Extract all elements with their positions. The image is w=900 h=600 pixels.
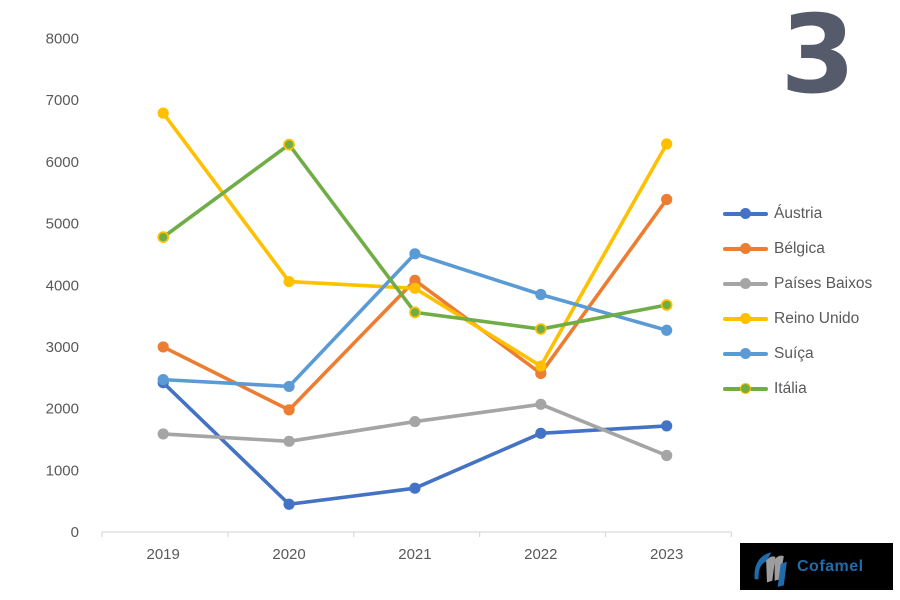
- x-tick-label: 2020: [272, 546, 305, 563]
- y-tick-label: 8000: [46, 31, 79, 48]
- cofamel-logo: Cofamel: [740, 543, 893, 590]
- y-tick-label: 3000: [46, 339, 79, 356]
- x-tick-label: 2019: [147, 546, 180, 563]
- legend-label: Itália: [774, 379, 807, 397]
- data-point-suica: [283, 380, 295, 393]
- data-point-belgica: [157, 341, 169, 353]
- y-tick-label: 5000: [46, 216, 79, 233]
- legend-label: Reino Unido: [774, 309, 860, 327]
- y-tick-label: 6000: [46, 154, 79, 171]
- data-point-reino-unido: [535, 360, 547, 372]
- data-point-austria: [283, 498, 295, 510]
- data-point-belgica: [661, 193, 673, 206]
- series-line-reino-unido: [161, 111, 669, 368]
- legend-item-suica: Suíça: [723, 336, 872, 371]
- series-line-belgica: [161, 197, 669, 412]
- x-tick-label: 2021: [398, 546, 431, 563]
- logo-text: Cofamel: [797, 557, 864, 575]
- y-tick-label: 2000: [46, 401, 79, 418]
- legend-item-reino-unido: Reino Unido: [723, 301, 872, 336]
- slide-number: 3: [780, 0, 856, 118]
- legend-item-paises-baixos: Países Baixos: [723, 266, 872, 301]
- x-tick-label: 2023: [650, 546, 683, 563]
- data-point-italia: [534, 323, 547, 335]
- legend-label: Áustria: [774, 204, 823, 222]
- data-point-austria: [661, 420, 673, 432]
- legend-marker-icon: [723, 278, 768, 290]
- data-point-reino-unido: [157, 107, 169, 119]
- data-point-reino-unido: [409, 282, 421, 294]
- data-point-reino-unido: [661, 138, 673, 150]
- data-point-paises-baixos: [283, 435, 295, 447]
- data-point-austria: [409, 482, 421, 494]
- y-tick-label: 7000: [46, 92, 79, 109]
- y-tick-label: 4000: [46, 277, 79, 294]
- data-point-paises-baixos: [661, 449, 673, 462]
- data-point-italia: [157, 231, 170, 243]
- data-point-italia: [660, 299, 673, 311]
- data-point-paises-baixos: [535, 398, 547, 410]
- legend-marker-icon: [723, 208, 768, 220]
- legend-marker-icon: [723, 348, 768, 360]
- data-point-italia: [409, 306, 421, 319]
- data-point-reino-unido: [283, 275, 295, 288]
- legend-marker-icon: [723, 243, 768, 255]
- legend-item-austria: Áustria: [723, 196, 872, 231]
- legend-item-belgica: Bélgica: [723, 231, 872, 266]
- data-point-suica: [661, 324, 673, 336]
- x-tick-label: 2022: [524, 546, 557, 563]
- y-tick-label: 1000: [46, 462, 79, 479]
- data-point-italia: [283, 138, 295, 151]
- legend-label: Bélgica: [774, 239, 825, 257]
- legend-label: Suíça: [774, 344, 814, 362]
- data-point-paises-baixos: [409, 415, 421, 428]
- data-point-suica: [157, 374, 169, 386]
- data-point-paises-baixos: [157, 428, 169, 440]
- legend: Áustria Bélgica Países Baixos Reino Unido Su…: [723, 196, 872, 406]
- legend-marker-icon: [723, 313, 768, 325]
- legend-label: Países Baixos: [774, 274, 873, 292]
- data-point-suica: [535, 288, 547, 301]
- data-point-suica: [409, 248, 421, 260]
- y-tick-label: 0: [71, 524, 79, 541]
- legend-item-italia: Itália: [723, 371, 872, 406]
- logo-mark-icon: [754, 551, 787, 587]
- data-point-belgica: [409, 274, 421, 286]
- data-point-austria: [535, 427, 547, 439]
- data-point-belgica: [283, 404, 295, 416]
- legend-marker-icon: [723, 383, 768, 395]
